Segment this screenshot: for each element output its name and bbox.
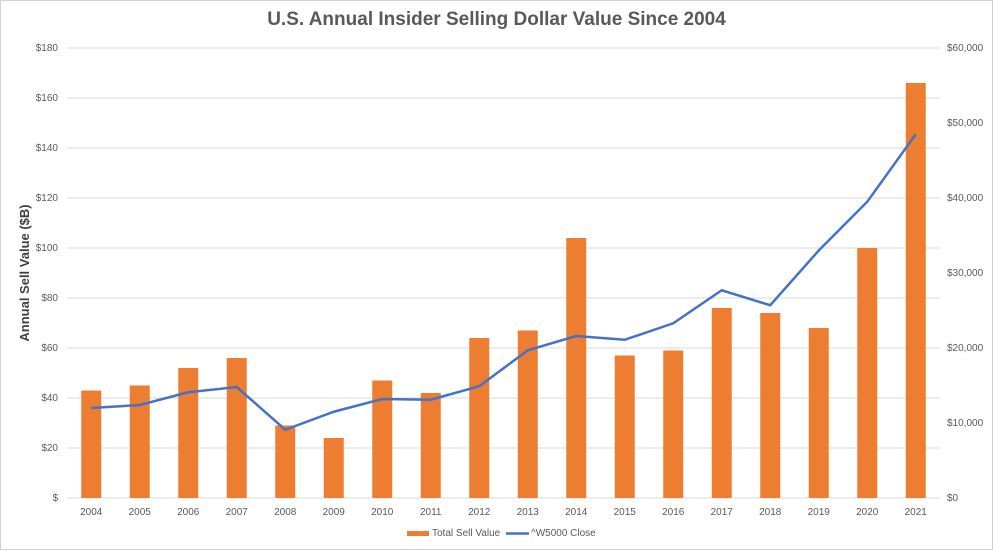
legend-label: Total Sell Value [432, 528, 501, 539]
y-axis-label: Annual Sell Value ($B) [17, 204, 32, 341]
x-tick-label: 2017 [711, 507, 734, 518]
bar [857, 248, 878, 498]
x-tick-label: 2014 [565, 507, 588, 518]
x-tick-label: 2018 [759, 507, 782, 518]
x-tick-label: 2008 [274, 507, 297, 518]
bar [178, 368, 199, 498]
bar [760, 313, 781, 498]
y2-tick-label: $50,000 [947, 118, 984, 129]
bar [323, 438, 344, 498]
chart-title: U.S. Annual Insider Selling Dollar Value… [267, 9, 726, 30]
legend-bar-swatch [407, 531, 429, 536]
x-tick-label: 2016 [662, 507, 685, 518]
y2-tick-label: $60,000 [947, 43, 984, 54]
y2-tick-label: $40,000 [947, 193, 984, 204]
bar [275, 425, 296, 498]
y-tick-label: $60 [41, 343, 58, 354]
x-tick-label: 2009 [323, 507, 346, 518]
y-tick-label: $120 [36, 193, 59, 204]
x-tick-label: 2019 [808, 507, 831, 518]
y-tick-label: $180 [36, 43, 59, 54]
x-tick-label: 2007 [226, 507, 249, 518]
y2-tick-label: $20,000 [947, 343, 984, 354]
x-tick-label: 2006 [177, 507, 200, 518]
bar [372, 380, 393, 498]
bar [226, 358, 247, 498]
line-series [91, 133, 917, 432]
bar [663, 350, 684, 498]
y-tick-label: $140 [36, 143, 59, 154]
x-tick-label: 2004 [80, 507, 103, 518]
bar [808, 328, 829, 498]
y-tick-label: $ [52, 493, 58, 504]
y-tick-label: $100 [36, 243, 59, 254]
bar [566, 238, 587, 498]
x-tick-label: 2011 [420, 507, 442, 518]
y2-tick-label: $10,000 [947, 418, 984, 429]
bar [129, 385, 150, 498]
bar [905, 83, 926, 498]
x-tick-label: 2013 [517, 507, 540, 518]
bar [614, 355, 635, 498]
bar [711, 308, 732, 498]
x-tick-label: 2020 [856, 507, 879, 518]
x-tick-label: 2005 [129, 507, 152, 518]
x-tick-label: 2021 [905, 507, 928, 518]
y-tick-label: $160 [36, 93, 59, 104]
y-tick-label: $20 [41, 443, 58, 454]
x-tick-label: 2010 [371, 507, 394, 518]
y2-tick-label: $30,000 [947, 268, 984, 279]
legend-label: ^W5000 Close [531, 528, 596, 539]
bar [420, 393, 441, 498]
y-tick-label: $40 [41, 393, 58, 404]
y-tick-label: $80 [41, 293, 58, 304]
bar [469, 338, 490, 498]
x-tick-label: 2012 [468, 507, 491, 518]
x-tick-label: 2015 [614, 507, 637, 518]
bar [517, 330, 538, 498]
y2-tick-label: $0 [947, 493, 959, 504]
bar [81, 390, 102, 498]
